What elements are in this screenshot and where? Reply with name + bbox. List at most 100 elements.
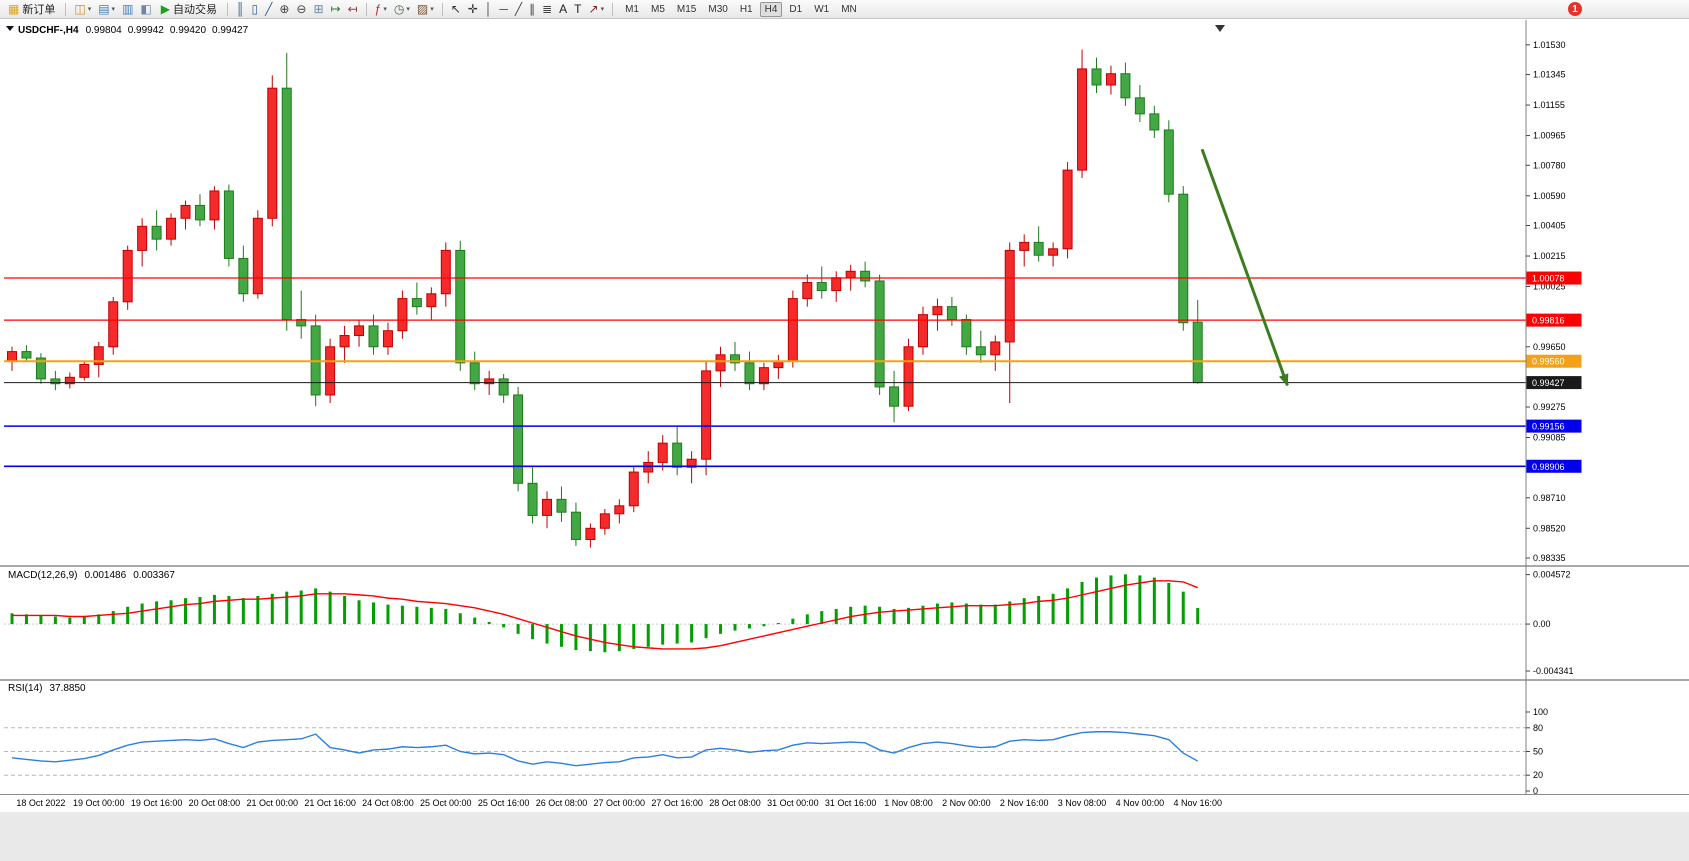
price-badge (1526, 376, 1582, 390)
candle (1120, 62, 1131, 106)
macd-bar (950, 602, 954, 625)
chart-shift-marker-icon[interactable] (1215, 25, 1225, 32)
bars-icon: ║ (235, 1, 245, 16)
candle (79, 361, 90, 381)
fibonacci-button[interactable]: ≣ (539, 1, 555, 18)
macd-bar (805, 614, 809, 625)
candle-body (845, 270, 856, 279)
new-order-button-label: 新订单 (22, 4, 56, 16)
macd-bar (531, 624, 535, 640)
macd-bar (227, 595, 231, 625)
macd-bar (632, 624, 636, 649)
price-badge-label: 1.00078 (1532, 274, 1565, 284)
candle (64, 372, 75, 389)
price-scale[interactable]: 1.01530 1.01345 1.01155 1.00965 1.00780 1.005… (1525, 20, 1582, 796)
timeframe-w1-button[interactable]: W1 (809, 2, 834, 17)
macd-tick-label: 0.00 (1533, 619, 1551, 629)
zoom-out-button[interactable]: ⊖ (293, 1, 309, 18)
panel-separator[interactable] (0, 679, 1689, 681)
macd-bar (1095, 577, 1098, 625)
candle-body (1004, 249, 1015, 343)
crosshair-button[interactable]: ✛ (465, 1, 481, 18)
price-badge-label: 0.99560 (1532, 357, 1565, 367)
candle-body (455, 249, 466, 364)
bar-chart-button[interactable]: ║ (233, 1, 248, 18)
cursor-button[interactable]: ↖ (448, 1, 464, 18)
auto-trading-button[interactable]: ▶ 自动交易 (156, 1, 222, 18)
vertical-line-button[interactable]: │ (482, 1, 496, 18)
macd-bar (878, 606, 882, 625)
new-order-button[interactable]: ▦ 新订单 (3, 1, 60, 18)
price-badge-label: 0.99816 (1532, 316, 1565, 326)
macd-bar (791, 618, 795, 625)
candle (1149, 105, 1160, 138)
candle (1048, 242, 1059, 267)
trend-arrow-annotation[interactable] (1200, 148, 1289, 387)
candle (628, 467, 639, 513)
candle-body (1163, 129, 1174, 195)
chart-shift-button[interactable]: ↤ (345, 1, 361, 18)
timeframe-h1-button[interactable]: H1 (735, 2, 758, 17)
text-label-button[interactable]: T (571, 1, 584, 18)
text-button[interactable]: A (556, 1, 570, 18)
macd-bar (603, 624, 607, 653)
symbol-dropdown-icon[interactable] (6, 26, 14, 31)
candle-body (484, 378, 495, 385)
candle-body (209, 190, 220, 221)
periods-button[interactable]: ◷ ▾ (391, 1, 413, 18)
dropdown-caret-icon: ▾ (600, 6, 605, 13)
notification-badge[interactable]: 1 (1568, 2, 1582, 16)
candle (542, 491, 553, 529)
dropdown-caret-icon: ▾ (383, 6, 387, 13)
time-axis-label: 28 Oct 08:00 (709, 798, 761, 808)
trendline-button[interactable]: ╱ (512, 1, 525, 18)
timeframe-m5-button[interactable]: M5 (646, 2, 670, 17)
templates-button[interactable]: ▨ ▾ (414, 1, 437, 18)
horizontal-line-button[interactable]: ─ (496, 1, 511, 18)
macd-bar (10, 613, 14, 625)
candle-body (397, 298, 408, 332)
macd-bar (661, 624, 665, 645)
arrows-button[interactable]: ↗ ▾ (586, 1, 608, 18)
candlestick-chart-button[interactable]: ▯ (249, 1, 262, 18)
profiles-button[interactable]: ▤ ▾ (95, 1, 118, 18)
chart-shift-icon: ↤ (347, 1, 358, 16)
channel-button[interactable]: ∥ (526, 1, 538, 18)
tile-windows-button[interactable]: ⊞ (310, 1, 326, 18)
candle-body (1019, 241, 1030, 251)
timeframe-m30-button[interactable]: M30 (703, 2, 732, 17)
candle-body (440, 249, 451, 295)
candle (1004, 242, 1015, 403)
timeframe-d1-button[interactable]: D1 (784, 2, 807, 17)
new-chart-button[interactable]: ◫ ▾ (71, 1, 94, 18)
indicators-button[interactable]: ƒ ▾ (372, 1, 390, 18)
time-axis[interactable] (0, 794, 1689, 812)
macd-header-label: MACD(12,26,9) (8, 570, 77, 581)
macd-bar (400, 605, 404, 625)
data-window-button[interactable]: ◧ (137, 1, 154, 18)
market-watch-button[interactable]: ▥ (119, 1, 136, 18)
zoom-out-icon: ⊖ (296, 1, 307, 16)
candle (180, 200, 191, 230)
price-badge (1526, 459, 1582, 473)
zoom-in-button[interactable]: ⊕ (276, 1, 292, 18)
candle (961, 314, 972, 355)
panel-separator[interactable] (0, 565, 1689, 567)
chart-title-high: 0.99942 (128, 25, 165, 36)
timeframe-m15-button[interactable]: M15 (672, 2, 701, 17)
time-axis-label: 31 Oct 16:00 (825, 798, 877, 808)
macd-bar (935, 603, 939, 625)
timeframe-h4-button[interactable]: H4 (759, 1, 783, 17)
macd-bar (444, 608, 448, 625)
timeframe-mn-button[interactable]: MN (836, 2, 862, 17)
chart-title-low: 0.99420 (170, 25, 207, 36)
line-chart-button[interactable]: ╱ (262, 1, 275, 18)
timeframe-m1-button[interactable]: M1 (620, 2, 644, 17)
macd-bar (646, 624, 650, 647)
macd-bar (747, 624, 751, 629)
candle-body (961, 318, 972, 348)
market-watch-icon: ▥ (122, 1, 134, 16)
auto-scroll-button[interactable]: ↦ (328, 1, 344, 18)
rsi-line (11, 731, 1199, 767)
chart-plot-area[interactable] (2, 20, 1526, 562)
